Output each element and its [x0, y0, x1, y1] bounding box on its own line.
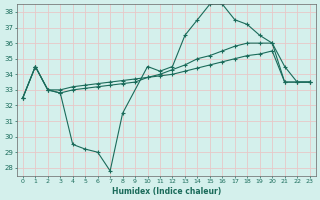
X-axis label: Humidex (Indice chaleur): Humidex (Indice chaleur)	[112, 187, 221, 196]
